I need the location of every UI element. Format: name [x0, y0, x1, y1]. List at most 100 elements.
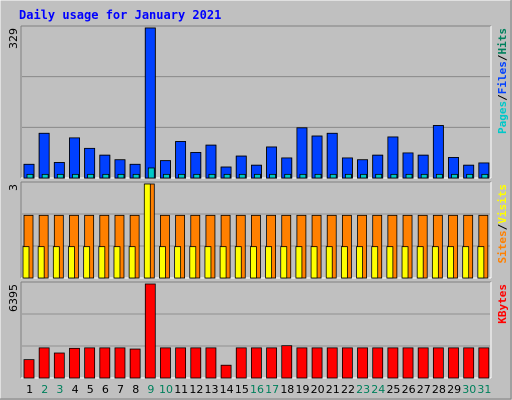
bar-visits-day-11: [174, 246, 182, 279]
bar-visits-day-2: [37, 246, 45, 279]
x-tick-label-day-8: 8: [132, 383, 139, 396]
x-tick-label-day-21: 21: [326, 383, 340, 396]
legend-part: KBytes: [496, 284, 509, 324]
bar-pages-day-18: [284, 173, 292, 179]
bar-kbytes-day-2: [38, 347, 50, 379]
bar-pages-day-16: [254, 173, 261, 179]
bar-pages-day-7: [117, 173, 125, 179]
bar-files-day-13: [205, 144, 217, 179]
bar-visits-day-7: [113, 246, 121, 279]
bar-kbytes-day-20: [311, 347, 323, 379]
bar-pages-day-6: [102, 173, 110, 179]
bar-pages-day-24: [375, 173, 383, 179]
bar-pages-day-27: [420, 173, 428, 179]
bar-kbytes-day-31: [478, 347, 490, 379]
x-axis-labels: 1 2 3 4 5 6 7 8 9 10 11 12 13 14 15 16 17 18 19 20 21 22 23 24 2…: [26, 383, 491, 396]
bar-visits-day-14: [219, 246, 227, 279]
bar-pages-day-13: [208, 173, 216, 179]
bar-pages-day-30: [466, 173, 474, 179]
x-tick-label-day-24: 24: [371, 383, 385, 396]
bar-kbytes-day-9: [144, 283, 156, 379]
x-tick-label-day-22: 22: [341, 383, 355, 396]
bar-visits-day-31: [477, 246, 485, 279]
bar-visits-day-18: [280, 246, 288, 279]
bar-pages-day-12: [193, 173, 201, 179]
x-tick-label-day-23: 23: [356, 383, 370, 396]
series-legend-label: Sites/Visits: [496, 184, 509, 264]
bar-files-day-28: [432, 125, 444, 179]
x-tick-label-day-7: 7: [117, 383, 124, 396]
series-legend-label: KBytes: [496, 284, 509, 324]
bar-kbytes-day-21: [326, 347, 338, 379]
chart-title: Daily usage for January 2021: [19, 8, 221, 22]
x-tick-label-day-2: 2: [41, 383, 48, 396]
x-tick-label-day-30: 30: [462, 383, 476, 396]
legend-part: /: [496, 94, 509, 101]
legend-part: Sites: [496, 230, 509, 263]
bar-pages-day-11: [178, 173, 186, 179]
bar-kbytes-day-8: [129, 348, 141, 379]
y-max-label: 3: [7, 184, 20, 191]
bar-files-day-19: [296, 127, 308, 179]
bar-pages-day-26: [405, 173, 413, 179]
bar-visits-day-27: [416, 246, 424, 279]
bar-visits-day-16: [250, 246, 257, 279]
series-legend-label: Pages/Files/Hits: [496, 28, 509, 134]
bar-kbytes-day-28: [432, 347, 444, 379]
bar-pages-day-14: [223, 173, 231, 179]
x-tick-label-day-28: 28: [432, 383, 446, 396]
bar-kbytes-day-11: [175, 347, 187, 379]
bar-files-day-4: [69, 137, 80, 179]
bar-visits-day-24: [371, 246, 379, 279]
legend-part: Visits: [496, 184, 509, 224]
bar-visits-day-10: [159, 246, 166, 279]
bar-visits-day-12: [189, 246, 197, 279]
bar-pages-day-9: [147, 167, 155, 179]
bar-visits-day-29: [447, 246, 454, 279]
x-tick-label-day-26: 26: [402, 383, 416, 396]
bar-kbytes-day-12: [190, 347, 202, 379]
bar-visits-day-28: [431, 246, 439, 279]
bar-kbytes-day-17: [266, 347, 277, 379]
bar-files-day-9: [144, 27, 156, 179]
bar-kbytes-day-25: [387, 347, 399, 379]
x-tick-label-day-9: 9: [147, 383, 154, 396]
x-tick-label-day-31: 31: [477, 383, 491, 396]
bar-visits-day-23: [356, 246, 363, 279]
legend-part: /: [496, 54, 509, 61]
x-tick-label-day-19: 19: [295, 383, 309, 396]
bar-kbytes-day-16: [251, 347, 262, 379]
bar-pages-day-2: [41, 173, 49, 179]
bar-pages-day-20: [314, 173, 322, 179]
bar-files-day-2: [38, 132, 50, 179]
bar-pages-day-4: [72, 173, 79, 179]
x-tick-label-day-15: 15: [235, 383, 249, 396]
x-tick-label-day-18: 18: [280, 383, 294, 396]
bar-files-day-25: [387, 136, 399, 179]
bar-files-day-20: [311, 135, 323, 179]
x-tick-label-day-16: 16: [250, 383, 264, 396]
x-tick-label-day-3: 3: [56, 383, 63, 396]
bar-visits-day-17: [265, 246, 272, 279]
bar-pages-day-21: [329, 173, 337, 179]
bar-kbytes-day-19: [296, 347, 308, 379]
bar-visits-day-15: [234, 246, 242, 279]
bar-kbytes-day-23: [357, 347, 368, 379]
x-tick-label-day-12: 12: [189, 383, 203, 396]
bar-visits-day-3: [52, 246, 60, 279]
bar-visits-day-1: [22, 246, 30, 279]
bar-pages-day-15: [238, 173, 246, 179]
bar-pages-day-25: [390, 173, 398, 179]
x-tick-label-day-11: 11: [174, 383, 188, 396]
bar-kbytes-day-30: [463, 347, 475, 379]
legend-part: /: [496, 223, 509, 230]
bar-pages-day-23: [360, 173, 367, 179]
bar-visits-day-5: [83, 246, 91, 279]
x-tick-label-day-6: 6: [102, 383, 109, 396]
bar-files-day-17: [266, 146, 277, 179]
bar-kbytes-day-27: [417, 347, 429, 379]
bar-pages-day-29: [451, 173, 458, 179]
